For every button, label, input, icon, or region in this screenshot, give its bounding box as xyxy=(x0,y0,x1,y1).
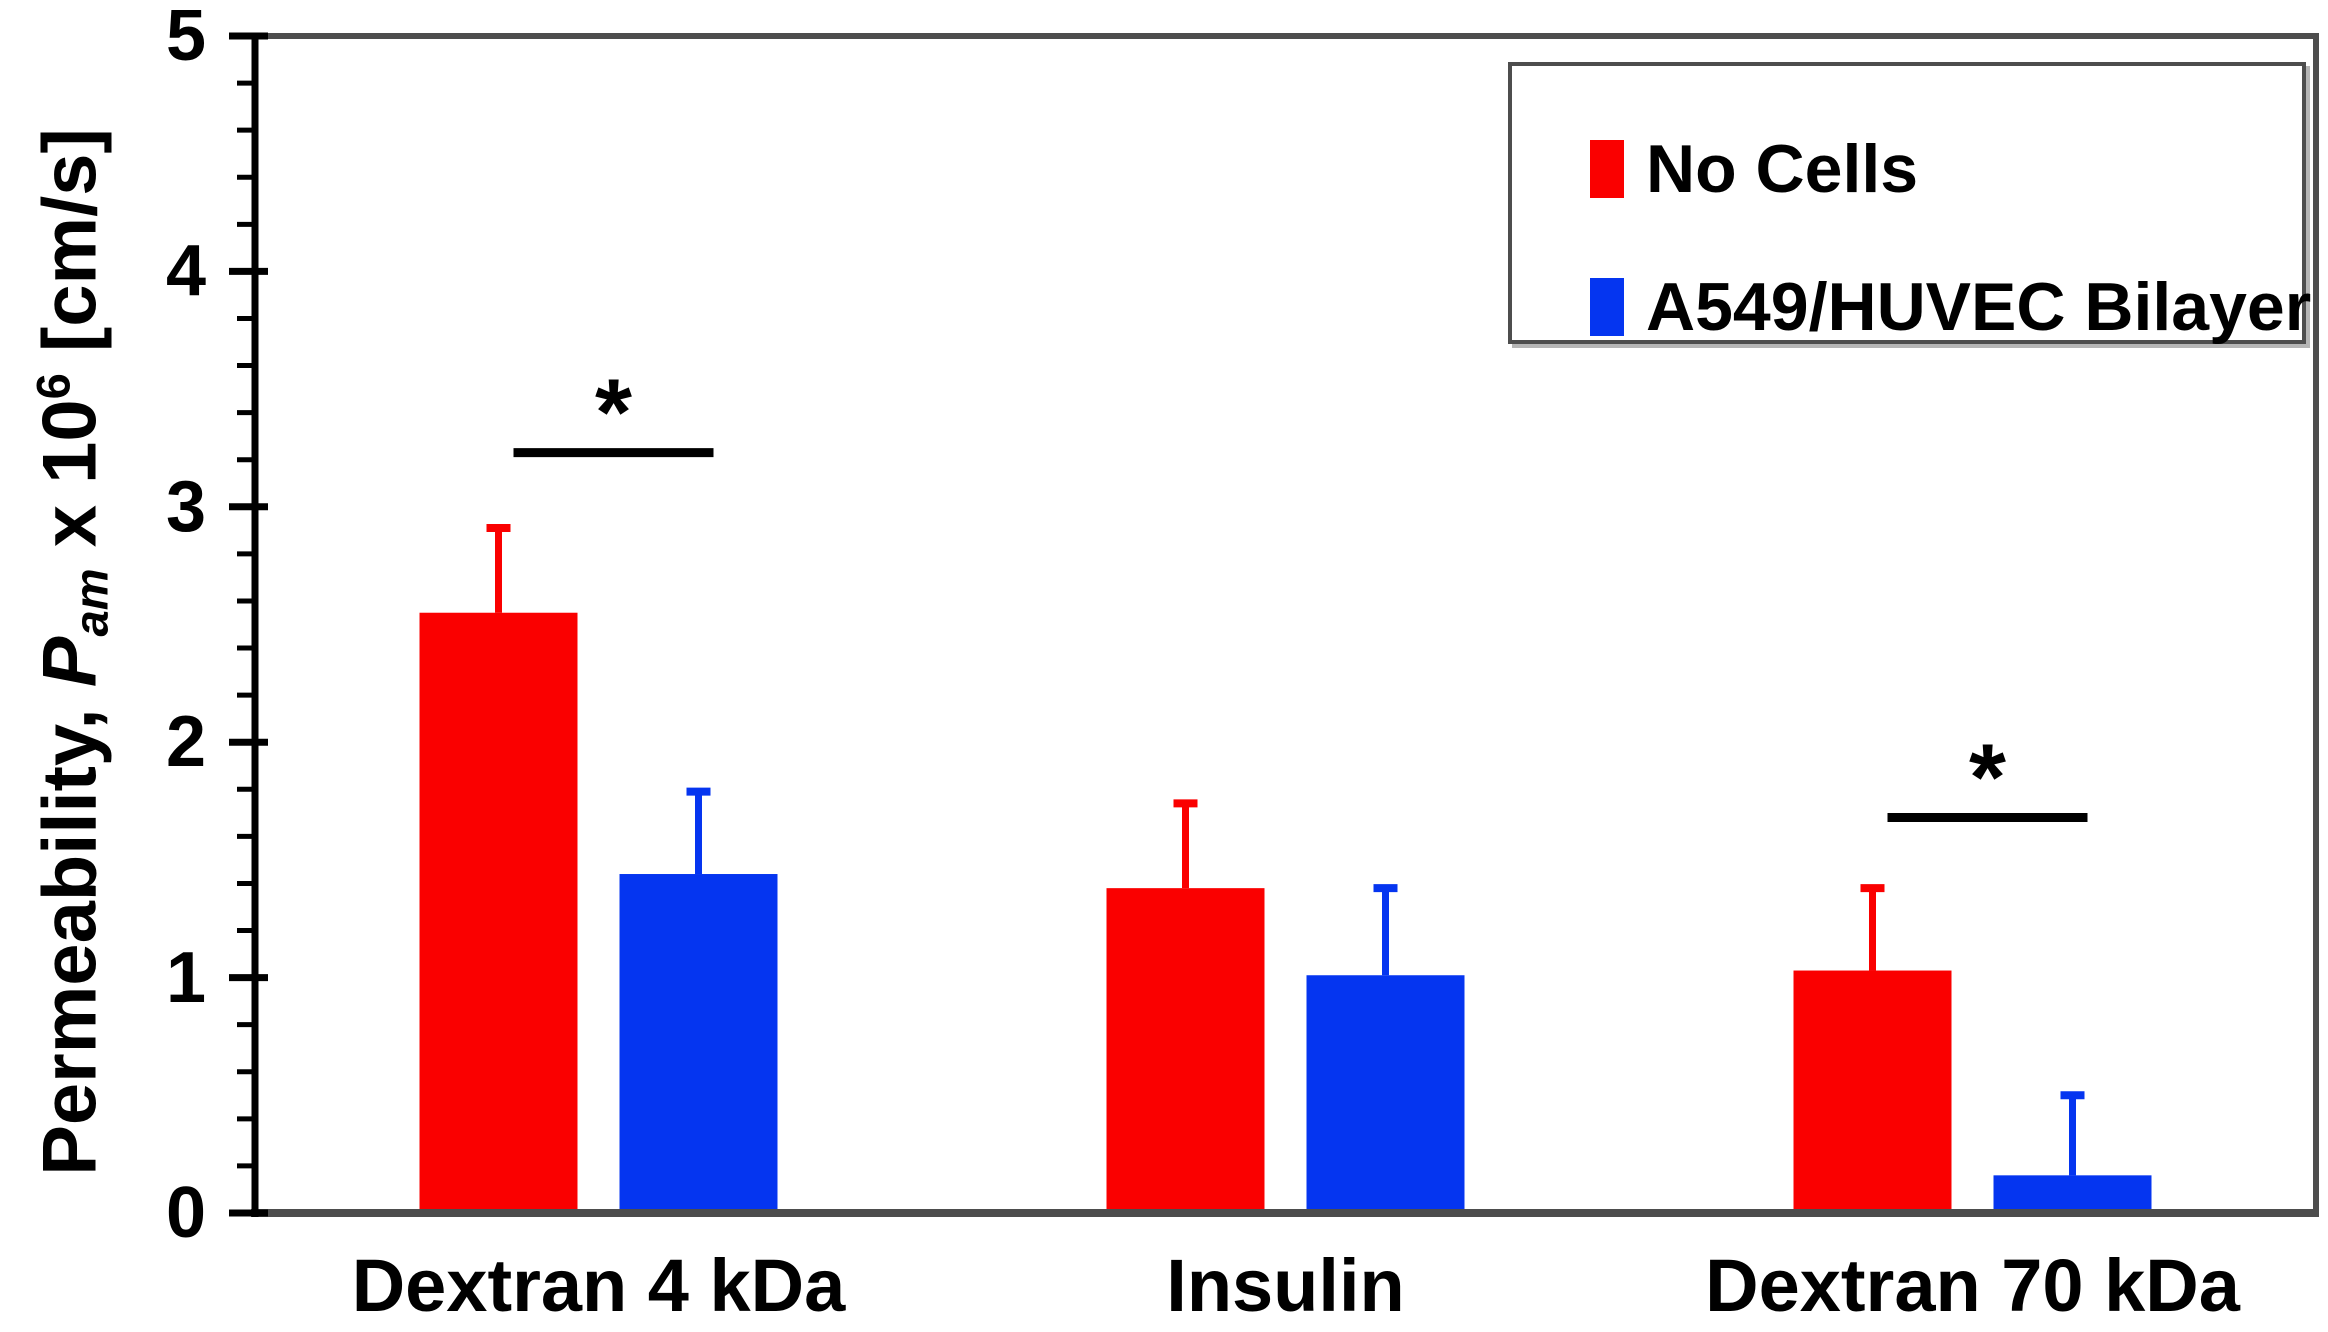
y-axis-subscript: am xyxy=(64,568,118,637)
legend-swatch-bilayer xyxy=(1590,278,1624,336)
legend-item-no-cells: No Cells xyxy=(1590,100,2302,238)
bar-a549-huvec-bilayer-insulin xyxy=(1306,975,1465,1213)
y-axis-exponent: 6 xyxy=(26,373,80,400)
legend-label-bilayer: A549/HUVEC Bilayer xyxy=(1646,269,2312,345)
legend-label-no-cells: No Cells xyxy=(1646,131,1919,207)
legend-swatch-no-cells xyxy=(1590,140,1624,198)
y-axis-symbol: P xyxy=(27,636,113,688)
legend-item-bilayer: A549/HUVEC Bilayer xyxy=(1590,238,2311,376)
y-tick-label-2: 2 xyxy=(165,702,206,783)
legend: No Cells A549/HUVEC Bilayer xyxy=(1508,62,2311,345)
bar-a549-huvec-bilayer-dextran-4-kda xyxy=(619,874,778,1213)
category-label-dextran-70-kda: Dextran 70 kDa xyxy=(1705,1244,2240,1327)
y-tick-label-0: 0 xyxy=(165,1173,206,1253)
y-tick-label-5: 5 xyxy=(165,0,206,76)
y-tick-label-3: 3 xyxy=(165,466,206,547)
y-tick-label-4: 4 xyxy=(165,231,206,312)
category-label-insulin: Insulin xyxy=(1166,1244,1405,1327)
bar-no-cells-dextran-4-kda xyxy=(419,612,578,1213)
significance-asterisk-dextran-4-kda: * xyxy=(595,360,632,466)
significance-asterisk-dextran-70-kda: * xyxy=(1969,725,2006,831)
bar-no-cells-insulin xyxy=(1106,888,1265,1213)
category-label-dextran-4-kda: Dextran 4 kDa xyxy=(351,1244,846,1327)
bar-a549-huvec-bilayer-dextran-70-kda xyxy=(1993,1175,2152,1213)
y-tick-label-1: 1 xyxy=(165,937,206,1018)
bar-no-cells-dextran-70-kda xyxy=(1793,970,1952,1213)
